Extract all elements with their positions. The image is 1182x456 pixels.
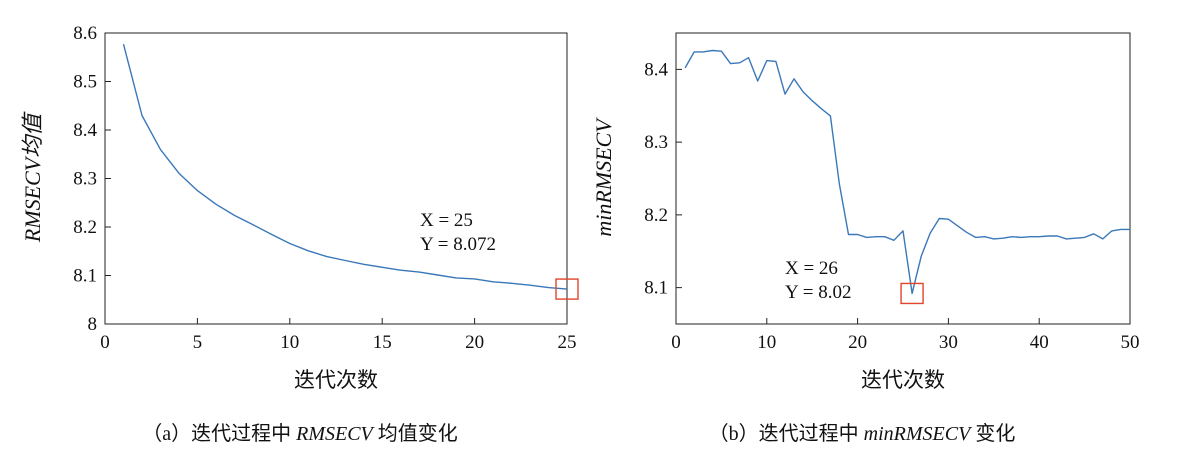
y-tick-label: 8 (88, 314, 98, 335)
y-tick-label: 8.1 (644, 278, 668, 299)
highlight-marker (555, 278, 579, 300)
x-axis-label: 迭代次数 (861, 368, 945, 392)
series-line (122, 44, 568, 290)
caption-italic: RMSECV (295, 423, 375, 445)
annotation-y: Y = 8.02 (785, 282, 851, 303)
caption-prefix: （b）迭代过程中 (709, 422, 864, 445)
x-tick-label: 40 (1030, 332, 1049, 353)
x-tick-label: 50 (1121, 332, 1140, 353)
series-line (684, 49, 1130, 295)
plot-frame (104, 32, 568, 325)
caption-italic: minRMSECV (864, 423, 973, 445)
x-tick-label: 0 (671, 332, 681, 353)
y-tick-label: 8.3 (73, 169, 97, 190)
x-tick-label: 20 (848, 332, 867, 353)
x-tick-label: 15 (373, 332, 392, 353)
x-tick-label: 10 (280, 332, 299, 353)
x-tick-label: 0 (100, 332, 110, 353)
y-axis-label: minRMSECV (591, 117, 616, 237)
x-axis-label: 迭代次数 (294, 368, 378, 392)
y-tick-label: 8.1 (73, 266, 97, 287)
y-axis-label: RMSECV均值 (20, 111, 45, 243)
chart-a: 0 5 10 15 20 25 8 8.1 8.2 8.3 8.4 8.5 8.6 迭代次数 RMSECV均… (20, 23, 579, 445)
caption-suffix: 变化 (970, 422, 1015, 445)
chart-b: 0 10 20 30 40 50 8.1 8.2 8.3 8.4 迭代次数 minRMSECV X = … (591, 32, 1140, 445)
x-tick-label: 5 (193, 332, 203, 353)
annotation-x: X = 26 (785, 258, 838, 279)
x-tick-label: 20 (465, 332, 484, 353)
y-tick-label: 8.2 (73, 217, 97, 238)
x-tick-label: 25 (558, 332, 577, 353)
y-tick-label: 8.5 (73, 72, 97, 93)
chart-caption: （a）迭代过程中 RMSECV 均值变化 (142, 422, 458, 445)
y-tick-label: 8.2 (644, 205, 668, 226)
x-tick-label: 30 (939, 332, 958, 353)
y-tick-label: 8.3 (644, 132, 668, 153)
annotation-x: X = 25 (420, 210, 473, 231)
annotation-y: Y = 8.072 (420, 234, 496, 255)
caption-suffix: 均值变化 (373, 422, 458, 445)
chart-caption: （b）迭代过程中 minRMSECV 变化 (709, 422, 1016, 445)
y-tick-label: 8.6 (73, 23, 97, 44)
y-tick-label: 8.4 (644, 59, 668, 80)
y-tick-label: 8.4 (73, 120, 97, 141)
plot-frame (675, 32, 1131, 325)
highlight-marker (900, 282, 924, 305)
x-tick-label: 10 (757, 332, 776, 353)
caption-prefix: （a）迭代过程中 (142, 422, 296, 445)
